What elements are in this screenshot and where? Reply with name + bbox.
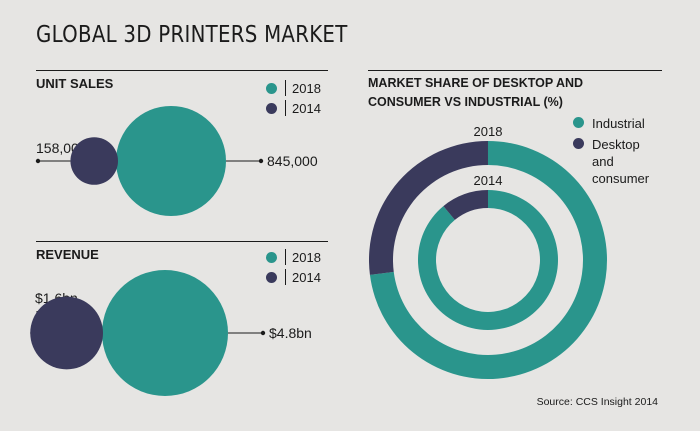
legend-label: Desktop and consumer [592, 137, 650, 186]
legend-label: 2014 [292, 100, 321, 116]
ring-2014-industrial-segment [418, 190, 559, 330]
unit-sales-legend: 2018 2014 [266, 78, 321, 118]
swatch-2018-icon [266, 251, 277, 263]
legend-item-2018: 2018 [266, 247, 321, 267]
swatch-2018-icon [266, 82, 277, 94]
revenue-title: REVENUE [36, 247, 99, 262]
ring-2014-label: 2014 [474, 173, 503, 188]
unit-sales-title: UNIT SALES [36, 76, 114, 91]
unit-sales-small-leader-dot [35, 158, 41, 164]
revenue-bubble-2014 [30, 296, 104, 370]
revenue-legend: 2018 2014 [266, 247, 321, 287]
legend-label: 2014 [292, 269, 321, 285]
ring-2018-label: 2018 [474, 124, 503, 139]
legend-item-2018: 2018 [266, 78, 321, 98]
ring-2018-desktop-segment [369, 141, 488, 275]
revenue-bubble-2018 [102, 270, 228, 396]
legend-item-2014: 2014 [266, 267, 321, 287]
legend-item-desktop: Desktop and consumer [573, 136, 662, 187]
legend-label: 2018 [292, 249, 321, 265]
ring-2014-desktop-segment [443, 190, 488, 220]
legend-item-2014: 2014 [266, 98, 321, 118]
swatch-2014-icon [266, 102, 277, 114]
market-share-legend: Industrial Desktop and consumer [573, 115, 662, 191]
legend-item-industrial: Industrial [573, 115, 662, 132]
page-title: GLOBAL 3D PRINTERS MARKET [36, 22, 348, 48]
unit-sales-big-value-label: 845,000 [267, 153, 318, 169]
source-note: Source: CCS Insight 2014 [536, 396, 658, 408]
swatch-2014-icon [266, 271, 277, 283]
swatch-desktop-icon [573, 138, 584, 149]
legend-label: Industrial [592, 116, 645, 131]
market-share-title-line-2: CONSUMER VS INDUSTRIAL (%) [368, 95, 563, 109]
market-share-rule [368, 70, 662, 71]
market-share-title-line-1: MARKET SHARE OF DESKTOP AND [368, 76, 584, 90]
unit-sales-big-leader-dot [258, 158, 264, 164]
swatch-industrial-icon [573, 117, 584, 128]
revenue-big-value-label: $4.8bn [269, 325, 312, 341]
market-share-title: MARKET SHARE OF DESKTOP AND CONSUMER VS … [368, 74, 583, 112]
revenue-big-leader-dot [260, 330, 266, 336]
revenue-rule [36, 241, 328, 242]
legend-label: 2018 [292, 80, 321, 96]
unit-sales-bubble-2014 [70, 137, 119, 185]
unit-sales-rule [36, 70, 328, 71]
unit-sales-bubble-2018 [116, 106, 226, 216]
